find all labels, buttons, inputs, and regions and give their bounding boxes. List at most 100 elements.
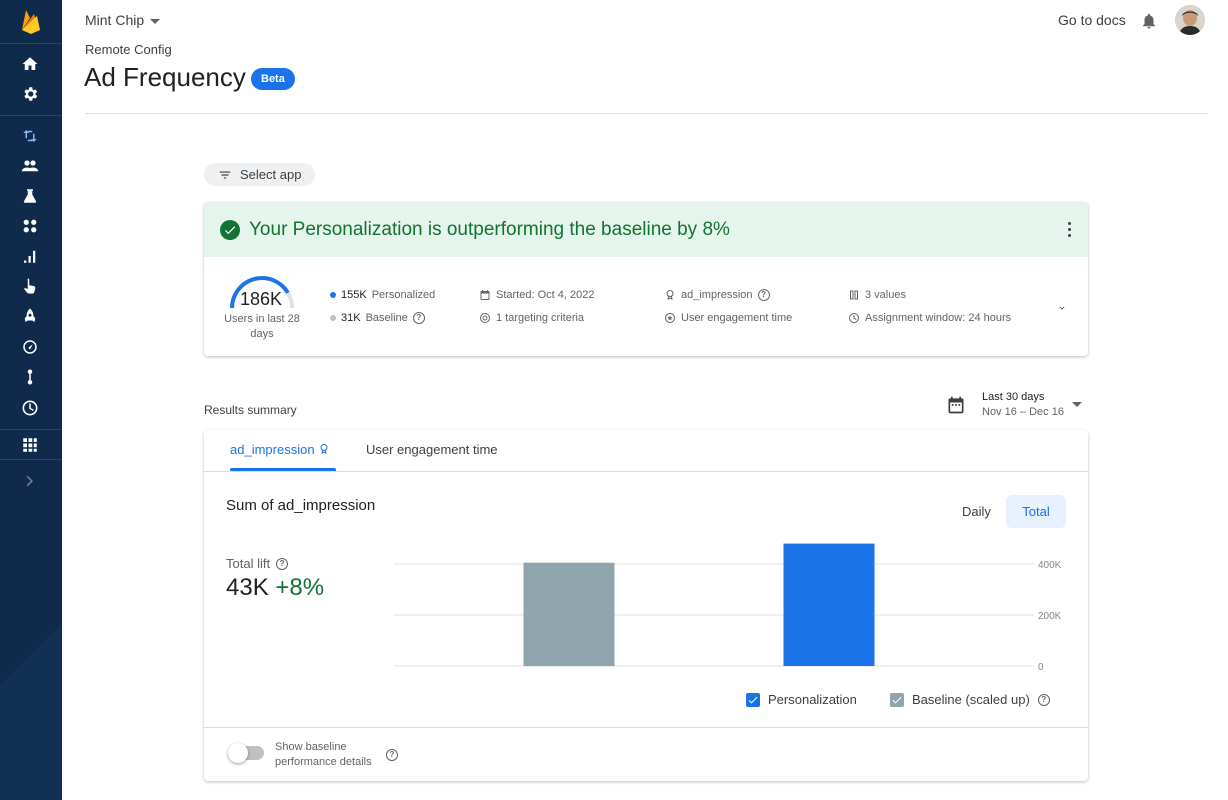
calendar-icon[interactable] bbox=[946, 395, 966, 415]
target-icon bbox=[480, 313, 490, 323]
home-icon[interactable] bbox=[19, 53, 41, 75]
baseline-label: Baseline bbox=[365, 312, 408, 324]
help-icon[interactable]: ? bbox=[386, 749, 398, 761]
breadcrumb[interactable]: Remote Config bbox=[85, 42, 172, 57]
checkbox-icon[interactable] bbox=[890, 692, 904, 707]
page-title: Ad Frequency bbox=[84, 62, 246, 92]
baseline-stat: 31K Baseline ? bbox=[330, 312, 425, 324]
award-icon bbox=[320, 444, 328, 454]
chevron-down-icon bbox=[150, 18, 161, 24]
metric-tabs: ad_impression User engagement time bbox=[204, 430, 1088, 472]
flask-icon[interactable] bbox=[19, 185, 41, 207]
users-caption: Users in last 28 days bbox=[224, 313, 300, 340]
personalized-stat: 155K Personalized bbox=[330, 289, 435, 301]
assignment-stat: Assignment window: 24 hours bbox=[848, 312, 1011, 324]
date-range-dates: Nov 16 – Dec 16 bbox=[982, 406, 1064, 418]
card-footer-divider bbox=[204, 727, 1088, 728]
checkbox-icon[interactable] bbox=[746, 692, 760, 707]
select-app-label: Select app bbox=[240, 167, 302, 182]
legend-baseline[interactable]: Baseline (scaled up) ? bbox=[890, 692, 1050, 707]
filter-icon bbox=[219, 171, 231, 178]
results-card: ad_impression User engagement time Sum o… bbox=[204, 430, 1088, 781]
star-circle-icon bbox=[665, 313, 675, 323]
users-total: 186K bbox=[240, 289, 283, 309]
started-date: Started: Oct 4, 2022 bbox=[496, 289, 595, 301]
tab-user-engagement-time[interactable]: User engagement time bbox=[366, 442, 498, 457]
legend-personalization[interactable]: Personalization bbox=[746, 692, 857, 707]
help-icon[interactable]: ? bbox=[1037, 693, 1050, 706]
outperform-banner: Your Personalization is outperforming th… bbox=[204, 202, 1088, 257]
baseline-details-switch[interactable] bbox=[228, 743, 264, 763]
legend-label: Personalization bbox=[768, 692, 857, 707]
expand-more-icon[interactable] bbox=[1057, 303, 1067, 313]
personalized-count: 155K bbox=[341, 289, 367, 301]
apps-grid-icon[interactable] bbox=[19, 434, 41, 456]
metric-primary-stat: ad_impression ? bbox=[664, 289, 770, 301]
lift-absolute: 43K bbox=[226, 574, 269, 601]
analytics-icon[interactable] bbox=[19, 245, 41, 267]
project-name: Mint Chip bbox=[85, 12, 145, 28]
help-icon[interactable]: ? bbox=[757, 289, 770, 301]
total-lift-value: 43K +8% bbox=[226, 574, 324, 602]
select-app-button[interactable]: Select app bbox=[204, 163, 315, 186]
metric-secondary: User engagement time bbox=[681, 312, 793, 324]
banner-message: Your Personalization is outperforming th… bbox=[249, 218, 730, 240]
lift-percent: +8% bbox=[275, 574, 325, 601]
distribution-icon[interactable] bbox=[19, 366, 41, 388]
avatar[interactable] bbox=[1175, 5, 1205, 35]
help-icon[interactable]: ? bbox=[276, 557, 289, 570]
y-tick-label: 200K bbox=[1038, 611, 1062, 622]
chevron-down-icon[interactable] bbox=[1072, 402, 1082, 407]
personalized-label: Personalized bbox=[371, 289, 436, 301]
bar-personalization[interactable] bbox=[783, 543, 875, 666]
y-tick-label: 400K bbox=[1038, 560, 1062, 571]
personalized-dot bbox=[330, 292, 336, 298]
tab-label: ad_impression bbox=[230, 442, 315, 457]
touch-icon[interactable] bbox=[19, 275, 41, 297]
date-range-label[interactable]: Last 30 days bbox=[982, 391, 1045, 403]
help-icon[interactable]: ? bbox=[412, 312, 425, 324]
targeting-stat: 1 targeting criteria bbox=[479, 312, 584, 324]
sidebar bbox=[0, 0, 62, 800]
bar-chart-svg: 400K 200K 0 bbox=[394, 543, 1062, 673]
calendar-icon bbox=[480, 290, 490, 300]
metric-primary: ad_impression bbox=[681, 289, 753, 301]
sidebar-shade bbox=[0, 470, 62, 800]
metric-secondary-stat: User engagement time bbox=[664, 312, 792, 324]
daily-toggle[interactable]: Daily bbox=[962, 504, 991, 519]
y-tick-label: 0 bbox=[1038, 662, 1044, 673]
values-count: 3 values bbox=[865, 289, 906, 301]
bar-baseline[interactable] bbox=[523, 562, 615, 666]
baseline-count: 31K bbox=[341, 312, 361, 324]
award-icon bbox=[666, 290, 674, 300]
speed-icon[interactable] bbox=[19, 336, 41, 358]
gear-icon[interactable] bbox=[19, 83, 41, 105]
header-divider bbox=[85, 113, 1208, 114]
chart-title: Sum of ad_impression bbox=[226, 497, 376, 514]
results-summary-title: Results summary bbox=[204, 403, 297, 417]
total-lift-label: Total lift ? bbox=[226, 556, 289, 571]
switch-knob[interactable] bbox=[228, 743, 248, 763]
bell-icon[interactable] bbox=[1140, 11, 1158, 31]
project-selector[interactable]: Mint Chip bbox=[85, 12, 161, 28]
users-icon[interactable] bbox=[19, 155, 41, 177]
targeting-criteria: 1 targeting criteria bbox=[496, 312, 585, 324]
clock-icon[interactable] bbox=[19, 397, 41, 419]
values-stat: 3 values bbox=[848, 289, 906, 301]
tab-ad-impression[interactable]: ad_impression bbox=[230, 442, 330, 457]
firebase-logo-icon[interactable] bbox=[20, 8, 42, 34]
assignment-window: Assignment window: 24 hours bbox=[865, 312, 1012, 324]
rocket-icon[interactable] bbox=[19, 305, 41, 327]
more-vert-icon[interactable] bbox=[1068, 222, 1072, 240]
beta-badge: Beta bbox=[251, 68, 295, 90]
remote-config-icon[interactable] bbox=[19, 125, 41, 147]
extensions-icon[interactable] bbox=[19, 215, 41, 237]
users-gauge bbox=[230, 276, 294, 309]
total-lift-text: Total lift bbox=[226, 556, 271, 571]
book-icon bbox=[850, 290, 858, 300]
legend-label: Baseline (scaled up) bbox=[912, 692, 1030, 707]
personalization-summary-card: Your Personalization is outperforming th… bbox=[204, 202, 1088, 356]
total-toggle[interactable]: Total bbox=[1006, 495, 1066, 528]
go-to-docs-link[interactable]: Go to docs bbox=[1058, 12, 1126, 28]
sidebar-divider bbox=[0, 429, 62, 430]
